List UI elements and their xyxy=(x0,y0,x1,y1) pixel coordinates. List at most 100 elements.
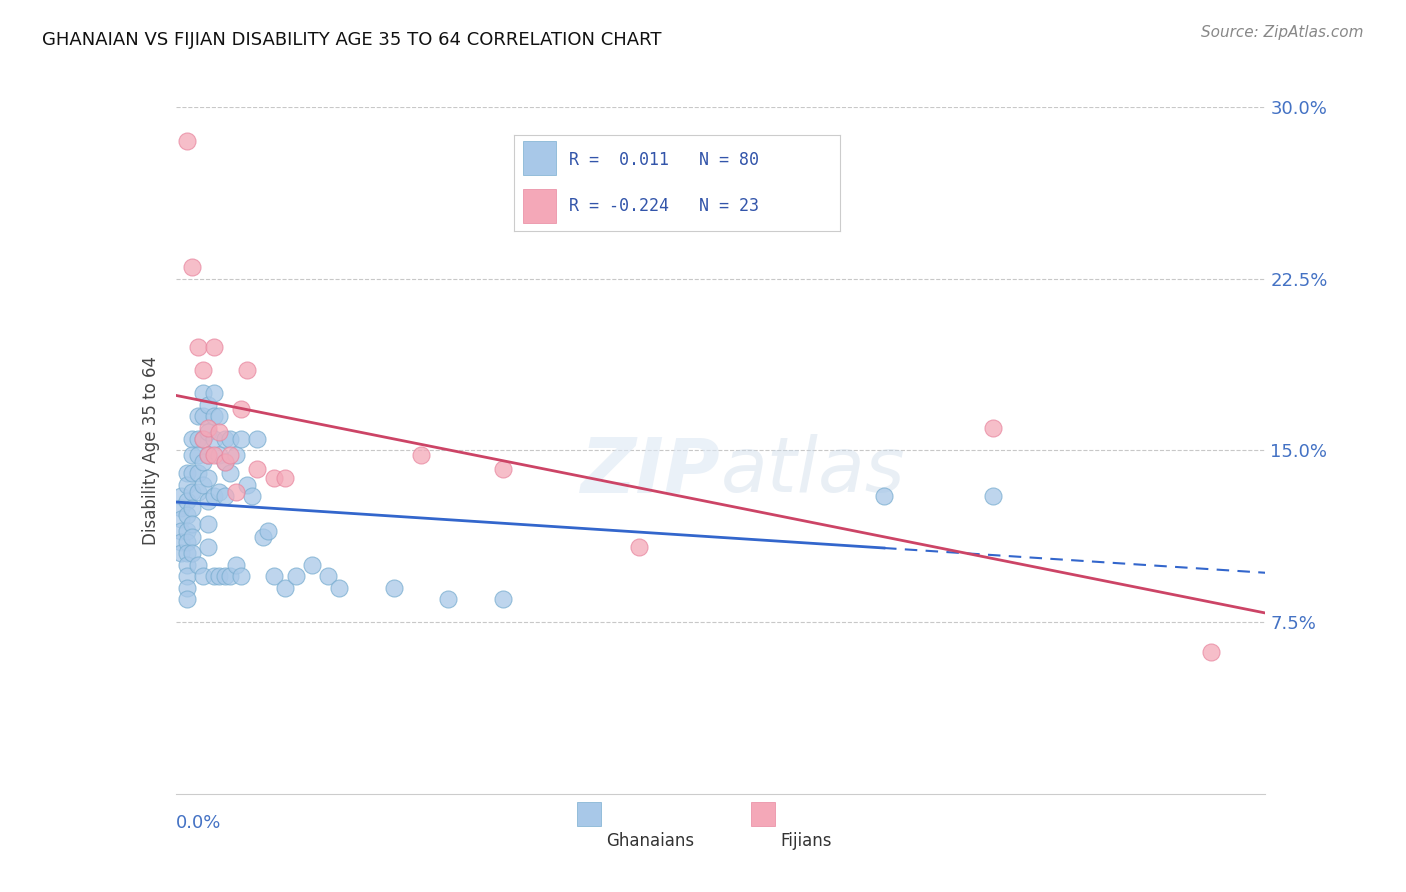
Point xyxy=(176,467,198,481)
Point xyxy=(191,478,214,492)
Text: ZIP: ZIP xyxy=(581,434,721,508)
Point xyxy=(219,432,242,446)
Point xyxy=(191,386,214,401)
Text: Source: ZipAtlas.com: Source: ZipAtlas.com xyxy=(1201,25,1364,40)
Point xyxy=(263,569,285,583)
Point xyxy=(191,363,214,377)
Point xyxy=(176,558,198,572)
Point xyxy=(252,531,274,545)
Text: 0.0%: 0.0% xyxy=(176,814,221,832)
Point xyxy=(181,467,204,481)
Point xyxy=(191,455,214,469)
Point xyxy=(202,409,225,424)
Point xyxy=(176,546,198,561)
Point xyxy=(176,592,198,607)
Point xyxy=(225,484,247,499)
Point xyxy=(181,546,204,561)
Point xyxy=(181,448,204,462)
Point xyxy=(186,558,209,572)
Point xyxy=(214,432,236,446)
Point xyxy=(181,500,204,515)
Point xyxy=(197,448,219,462)
Point xyxy=(176,581,198,595)
Point xyxy=(1199,645,1222,659)
Point xyxy=(191,432,214,446)
Point xyxy=(176,535,198,549)
Point xyxy=(214,455,236,469)
Point xyxy=(197,448,219,462)
Point xyxy=(240,489,263,503)
Text: Fijians: Fijians xyxy=(780,831,832,850)
Point xyxy=(202,340,225,354)
Point xyxy=(231,402,253,417)
FancyBboxPatch shape xyxy=(751,802,775,826)
Point xyxy=(170,524,193,538)
Point xyxy=(186,448,209,462)
Point xyxy=(202,386,225,401)
Text: Ghanaians: Ghanaians xyxy=(606,831,695,850)
Point xyxy=(492,592,515,607)
Point xyxy=(202,569,225,583)
Point xyxy=(208,425,231,439)
Point xyxy=(170,500,193,515)
Point xyxy=(257,524,280,538)
Point xyxy=(219,569,242,583)
Point xyxy=(328,581,350,595)
Point xyxy=(981,489,1004,503)
Point xyxy=(231,432,253,446)
Point xyxy=(197,471,219,485)
Point xyxy=(235,478,257,492)
FancyBboxPatch shape xyxy=(576,802,600,826)
Point xyxy=(214,455,236,469)
Point xyxy=(170,512,193,526)
Point xyxy=(627,540,650,554)
Point xyxy=(181,432,204,446)
Point xyxy=(231,569,253,583)
Point xyxy=(318,569,340,583)
Point xyxy=(197,516,219,531)
Point xyxy=(382,581,405,595)
Point xyxy=(176,508,198,522)
Point xyxy=(176,478,198,492)
Point xyxy=(409,448,432,462)
Point xyxy=(246,462,269,476)
Point xyxy=(492,462,515,476)
Point xyxy=(176,135,198,149)
Point xyxy=(197,540,219,554)
Y-axis label: Disability Age 35 to 64: Disability Age 35 to 64 xyxy=(142,356,160,545)
Point xyxy=(176,524,198,538)
Point xyxy=(263,471,285,485)
Point xyxy=(208,448,231,462)
Text: GHANAIAN VS FIJIAN DISABILITY AGE 35 TO 64 CORRELATION CHART: GHANAIAN VS FIJIAN DISABILITY AGE 35 TO … xyxy=(42,31,662,49)
Point xyxy=(202,432,225,446)
Point xyxy=(186,340,209,354)
Point xyxy=(284,569,307,583)
Point xyxy=(191,569,214,583)
Point xyxy=(225,558,247,572)
Point xyxy=(981,420,1004,434)
Point xyxy=(437,592,460,607)
Point xyxy=(186,484,209,499)
Point xyxy=(191,432,214,446)
Point xyxy=(181,484,204,499)
Point xyxy=(274,581,297,595)
Point xyxy=(202,448,225,462)
Point xyxy=(197,493,219,508)
Point xyxy=(873,489,896,503)
Point xyxy=(202,489,225,503)
Point xyxy=(170,546,193,561)
Point xyxy=(181,260,204,275)
Point xyxy=(225,448,247,462)
Point xyxy=(186,467,209,481)
Point xyxy=(219,448,242,462)
Point xyxy=(235,363,257,377)
Point xyxy=(208,569,231,583)
Point xyxy=(208,484,231,499)
Point xyxy=(186,409,209,424)
Point xyxy=(219,467,242,481)
Point xyxy=(176,569,198,583)
Point xyxy=(197,398,219,412)
Point xyxy=(197,420,219,434)
Point xyxy=(197,425,219,439)
Point xyxy=(176,493,198,508)
